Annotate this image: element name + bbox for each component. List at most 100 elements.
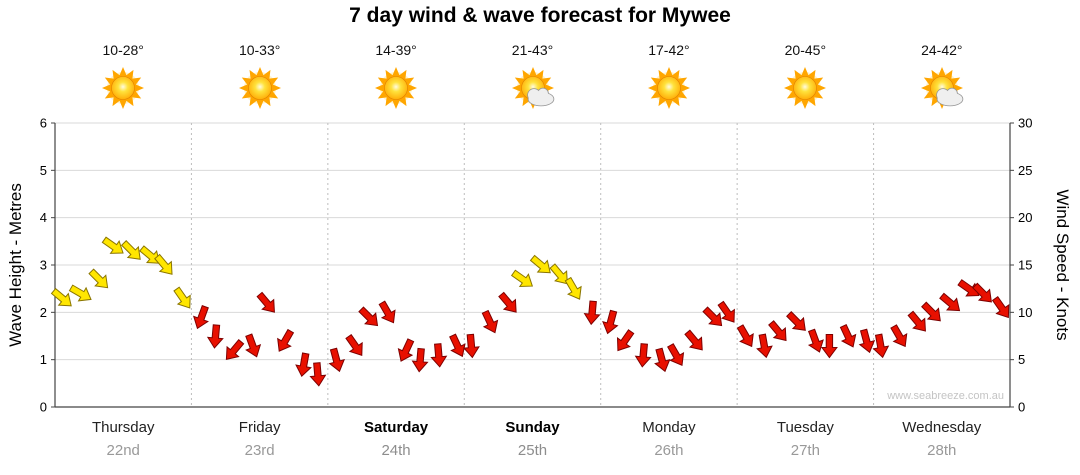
wind-arrow [345, 333, 363, 357]
day-header-friday: 10-33° [200, 42, 320, 114]
day-name-friday: Friday [238, 419, 281, 436]
day-header-tuesday: 20-45° [745, 42, 865, 114]
weather-icon-wrap [473, 64, 593, 114]
day-header-thursday: 10-28° [63, 42, 183, 114]
axis-tick-label-right: 0 [1018, 400, 1025, 415]
temperature-range: 10-33° [238, 42, 281, 58]
wind-arrow [154, 253, 173, 275]
day-date: 24th [381, 442, 411, 459]
wind-arrow [736, 324, 754, 348]
wind-arrow [481, 309, 499, 334]
day-date: 23rd [244, 442, 275, 459]
wind-arrow [328, 347, 345, 373]
wind-arrow [411, 347, 429, 373]
sun-icon [647, 67, 690, 109]
wind-arrow [225, 339, 245, 361]
wind-arrow [449, 333, 466, 358]
sun-cloud-icon [920, 67, 964, 109]
wind-arrow [277, 328, 295, 352]
wind-arrow [510, 269, 534, 288]
axis-tick-label-left: 5 [40, 163, 47, 178]
wind-arrow [768, 320, 787, 342]
wind-arrow [807, 328, 824, 353]
wind-arrow [256, 291, 275, 313]
day-date: 28th [927, 442, 957, 459]
axis-tick-label-right: 30 [1018, 116, 1032, 131]
wind-arrow [972, 282, 992, 303]
axis-tick-label-right: 20 [1018, 210, 1032, 225]
wind-arrow [991, 296, 1010, 319]
wind-arrow [529, 254, 551, 274]
wind-arrow [872, 333, 890, 359]
wind-arrow [717, 300, 735, 323]
axis-tick-label-right: 15 [1018, 258, 1032, 273]
day-name-wednesday: Wednesday [902, 419, 982, 436]
wind-arrow [957, 279, 980, 297]
wind-arrow [921, 301, 941, 322]
day-date: 22nd [106, 442, 140, 459]
sun-cloud-icon [511, 67, 554, 109]
axis-tick-label-left: 4 [40, 210, 47, 225]
wind-arrow [756, 333, 773, 359]
wind-arrow [498, 291, 517, 313]
weather-icon-wrap [200, 64, 320, 114]
axis-tick-label-left: 1 [40, 352, 47, 367]
sun-icon [375, 67, 418, 109]
temperature-range: 24-42° [921, 42, 963, 58]
day-name-thursday: Thursday [91, 419, 155, 436]
wind-arrow [549, 263, 568, 285]
wind-arrow [430, 343, 448, 368]
wind-arrow [378, 300, 396, 324]
day-name-monday: Monday [642, 419, 696, 436]
weather-icon-wrap [63, 64, 183, 114]
axis-tick-label-right: 5 [1018, 352, 1025, 367]
weather-icon-wrap [336, 64, 456, 114]
wind-arrow [616, 329, 635, 352]
day-date: 26th [654, 442, 684, 459]
wind-arrow [890, 324, 908, 348]
temperature-range: 21-43° [511, 42, 554, 58]
wind-arrow [120, 240, 141, 260]
day-header-saturday: 14-39° [336, 42, 456, 114]
day-date: 27th [790, 442, 820, 459]
wind-arrow [786, 311, 806, 331]
weather-icon-wrap [745, 64, 865, 114]
wind-arrow [564, 276, 582, 300]
sun-icon [102, 67, 145, 109]
temperature-range: 14-39° [375, 42, 417, 58]
wind-arrow [358, 306, 379, 327]
axis-tick-label-right: 10 [1018, 305, 1032, 320]
sun-icon [238, 67, 281, 109]
wind-arrow [192, 305, 209, 330]
wind-arrow [173, 286, 191, 309]
day-name-sunday: Sunday [505, 419, 560, 436]
axis-tick-label-left: 6 [40, 116, 47, 131]
wind-arrow [684, 329, 703, 351]
wind-arrow [245, 333, 262, 358]
watermark: www.seabreeze.com.au [886, 390, 1004, 402]
wind-arrow [397, 338, 415, 362]
wind-arrow [702, 306, 723, 327]
sun-icon [784, 67, 827, 109]
weather-icon-wrap [609, 64, 729, 114]
day-date: 25th [517, 442, 548, 459]
day-header-sunday: 21-43° [473, 42, 593, 114]
axis-tick-label-left: 3 [40, 258, 47, 273]
wind-arrow [309, 362, 327, 387]
day-name-saturday: Saturday [363, 419, 429, 436]
wind-arrow [939, 292, 961, 312]
weather-icon-wrap [882, 64, 1002, 114]
wind-arrow [462, 333, 480, 359]
axis-tick-label-left: 2 [40, 305, 47, 320]
wind-arrow [602, 309, 619, 335]
wind-arrow [907, 310, 926, 332]
wind-arrow [839, 324, 857, 348]
day-header-monday: 17-42° [609, 42, 729, 114]
temperature-range: 20-45° [784, 42, 827, 58]
axis-tick-label-left: 0 [40, 400, 47, 415]
wind-arrow [50, 287, 72, 307]
wind-arrow [820, 334, 838, 359]
day-name-tuesday: Tuesday [776, 419, 834, 436]
